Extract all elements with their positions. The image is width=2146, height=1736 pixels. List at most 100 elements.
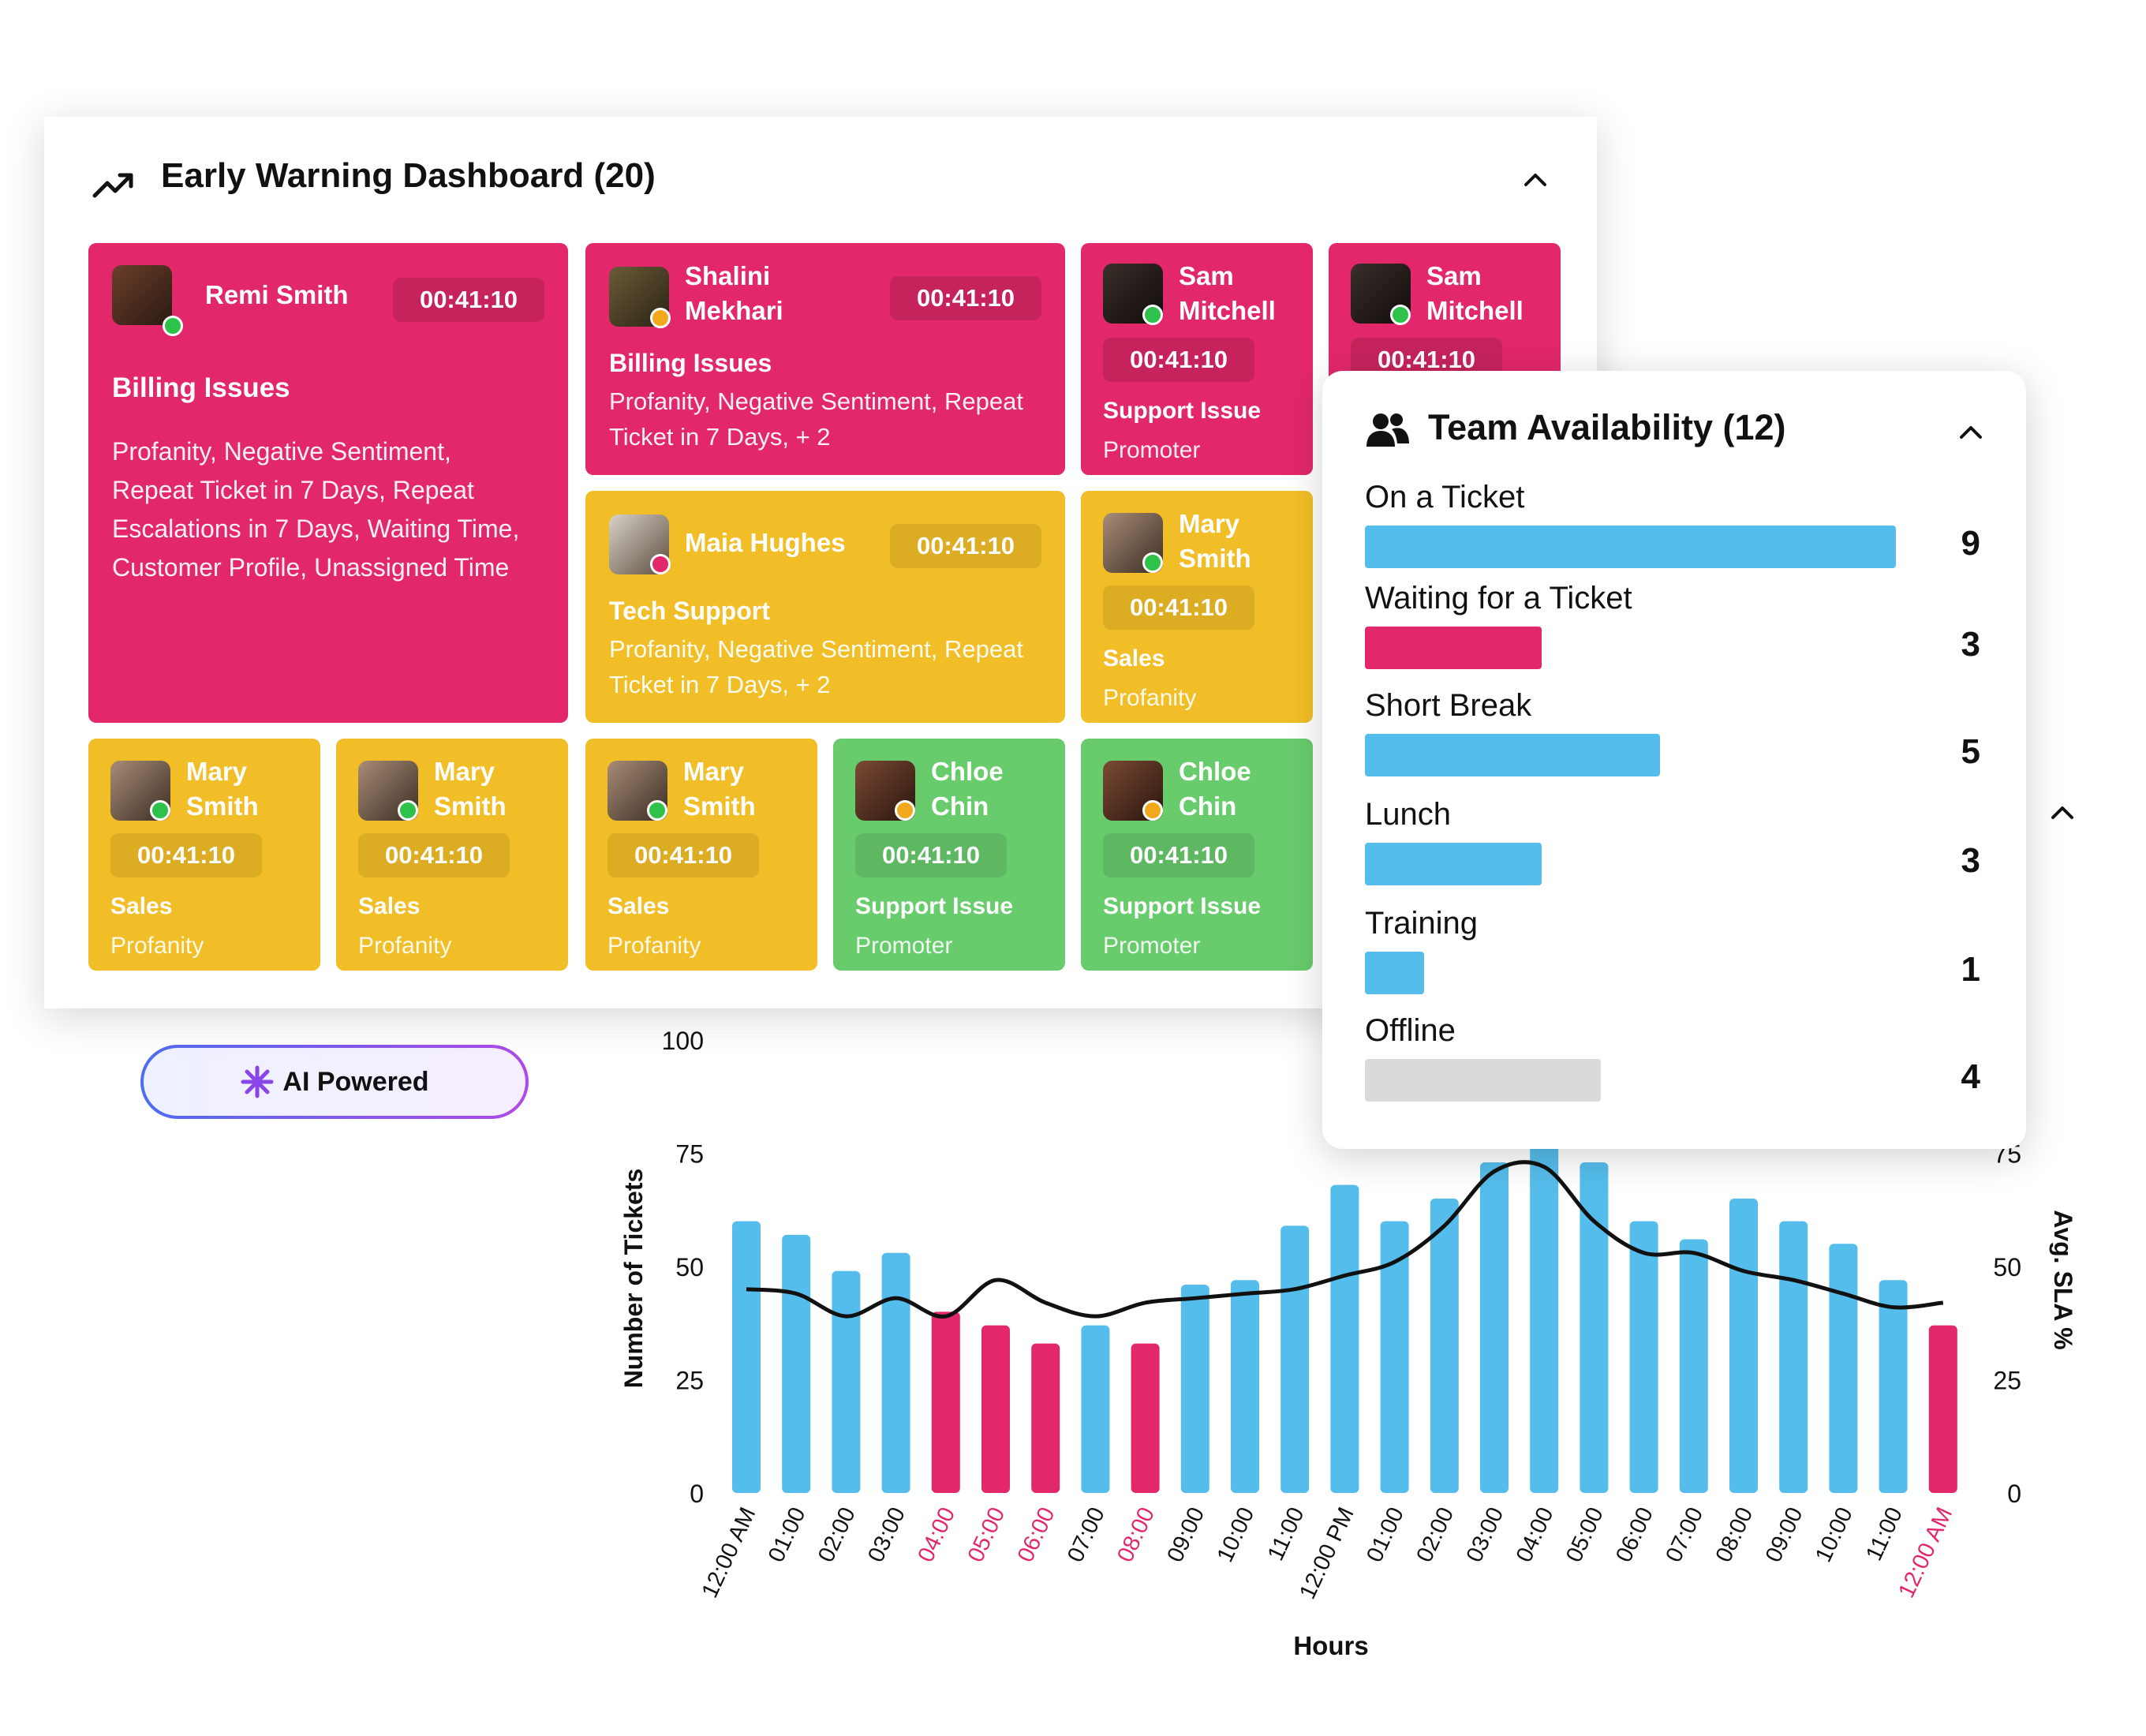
x-tick-label: 10:00 [1811,1503,1858,1566]
team-availability-panel: Team Availability (12) On a Ticket 9 Waiti… [1322,371,2026,1149]
status-online-icon [1142,305,1163,325]
alert-card[interactable]: Shalini Mekhari 00:41:10 Billing Issues … [585,243,1065,475]
timer-badge: 00:41:10 [1103,586,1254,630]
x-tick-label: 01:00 [1362,1503,1409,1566]
timer-badge: 00:41:10 [110,833,262,877]
alert-card[interactable]: Mary Smith 00:41:10 Sales Profanity [88,739,320,971]
issue-category: Sales [358,893,421,919]
availability-count: 4 [1961,1057,1980,1096]
timer-badge: 00:41:10 [855,833,1007,877]
timer-badge: 00:41:10 [1103,833,1254,877]
alert-card[interactable]: Mary Smith 00:41:10 Sales Profanity [585,739,817,971]
agent-name: Mary Smith [683,757,756,821]
x-tick-label: 04:00 [913,1503,960,1566]
x-tick-label: 12:00 AM [697,1503,761,1602]
x-tick-label: 08:00 [1112,1503,1160,1566]
alert-card[interactable]: Mary Smith 00:41:10 Sales Profanity [336,739,568,971]
status-away-icon [650,308,671,328]
availability-bar [1365,526,1896,568]
issue-tags: Profanity, Negative Sentiment, Repeat Ti… [112,437,520,582]
status-online-icon [398,800,418,821]
availability-count: 1 [1961,950,1980,989]
status-away-icon [1142,800,1163,821]
ticket-bar [1530,1103,1559,1493]
ticket-bar [931,1311,960,1493]
issue-category: Sales [110,893,173,919]
ticket-bar [1629,1221,1658,1493]
agent-name: Remi Smith [205,280,349,309]
x-tick-label: 11:00 [1861,1503,1908,1564]
issue-category: Tech Support [609,597,770,625]
ticket-bar [1679,1239,1708,1493]
x-tick-label: 10:00 [1213,1503,1260,1566]
issue-category: Sales [1103,645,1165,672]
status-online-icon [647,800,667,821]
y-tick-label: 75 [675,1140,704,1169]
sparkle-icon [241,1065,274,1098]
issue-category: Support Issue [1103,893,1262,919]
agent-name: Maia Hughes [685,528,846,557]
issue-tags: Profanity [110,933,204,959]
status-online-icon [150,800,170,821]
ticket-bar [782,1234,811,1493]
status-online-icon [1390,305,1411,325]
agent-name: Chloe Chin [931,757,1004,821]
ticket-bar [1180,1284,1209,1493]
alert-card[interactable]: Maia Hughes 00:41:10 Tech Support Profan… [585,491,1065,723]
x-tick-label: 05:00 [963,1503,1011,1566]
timer-badge: 00:41:10 [1103,338,1254,382]
x-tick-label: 06:00 [1611,1503,1658,1566]
x-tick-label: 07:00 [1661,1503,1708,1566]
issue-category: Support Issue [855,893,1014,919]
ticket-bar [832,1270,861,1493]
ticket-bar [1330,1184,1359,1493]
ticket-bar [1231,1280,1259,1493]
ticket-bar [1031,1343,1060,1493]
ticket-bar [1480,1162,1509,1493]
y2-axis-title: Avg. SLA % [2049,1210,2077,1349]
issue-category: Billing Issues [112,372,290,403]
status-busy-icon [650,554,671,574]
y-tick-label: 100 [662,1027,704,1055]
availability-bar [1365,952,1424,994]
ticket-bar [1928,1325,1957,1493]
chart-collapse-chevron-icon[interactable] [2047,797,2078,829]
agent-name: Mary Smith [434,757,507,821]
ticket-bar [1280,1225,1310,1493]
collapse-chevron-icon[interactable] [1520,164,1551,196]
x-tick-label: 04:00 [1512,1503,1559,1566]
availability-count: 9 [1961,524,1980,563]
issue-tags: Profanity [358,933,452,959]
x-tick-label: 09:00 [1761,1503,1808,1566]
availability-count: 3 [1961,625,1980,664]
trending-up-icon [92,173,133,198]
status-away-icon [895,800,915,821]
timer-badge: 00:41:10 [890,524,1041,568]
ticket-bar [1879,1280,1908,1493]
ticket-bar [1081,1325,1110,1493]
x-tick-label: 03:00 [1462,1503,1509,1566]
collapse-chevron-icon[interactable] [1955,417,1987,448]
ticket-bar [1380,1221,1409,1493]
alert-card[interactable]: Sam Mitchell 00:41:10 Support Issue Prom… [1081,243,1313,475]
issue-tags: Profanity, Negative Sentiment, Repeat Ti… [609,635,1023,698]
issue-tags: Promoter [1103,933,1201,959]
alert-card[interactable]: Remi Smith 00:41:10 Billing Issues Profa… [88,243,568,723]
y-tick-label: 25 [675,1367,704,1395]
availability-label: Training [1365,906,1479,941]
alert-card[interactable]: Chloe Chin 00:41:10 Support Issue Promot… [1081,739,1313,971]
alert-card[interactable]: Mary Smith 00:41:10 Sales Profanity [1081,491,1313,723]
agent-name: Sam Mitchell [1426,261,1524,325]
ticket-bar [1580,1162,1609,1493]
ticket-bar [1729,1198,1758,1493]
alert-card[interactable]: Chloe Chin 00:41:10 Support Issue Promot… [833,739,1065,971]
agent-name: Chloe Chin [1179,757,1251,821]
x-tick-label: 05:00 [1561,1503,1609,1566]
ai-powered-badge[interactable]: AI Powered [140,1045,529,1119]
agent-name: Mary Smith [1179,509,1251,573]
ticket-bar [1779,1221,1808,1493]
x-tick-label: 01:00 [764,1503,811,1566]
issue-tags: Promoter [855,933,953,959]
availability-label: Offline [1365,1013,1456,1048]
